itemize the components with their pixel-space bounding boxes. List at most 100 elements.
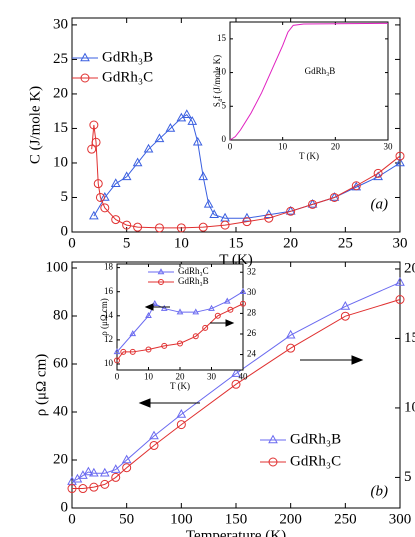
marker	[110, 464, 121, 473]
marker	[181, 109, 192, 118]
marker	[165, 123, 176, 132]
marker	[286, 343, 296, 353]
marker	[192, 308, 200, 315]
marker	[100, 203, 110, 213]
y-axis-label: S₄f (J/mole K)	[212, 55, 222, 107]
marker	[198, 171, 209, 181]
x-tick-label: 0	[68, 235, 76, 251]
marker	[133, 222, 143, 232]
y-tick-label: 12	[104, 334, 113, 344]
arrows	[138, 303, 364, 408]
y-tick-label: 40	[53, 403, 68, 419]
series-line	[72, 299, 401, 490]
y-tick-label: 15	[53, 120, 68, 136]
marker	[145, 346, 152, 353]
marker	[268, 434, 278, 444]
marker	[80, 73, 90, 83]
y-tick-label: 10	[217, 67, 227, 77]
marker	[89, 467, 99, 477]
marker	[242, 212, 252, 222]
x-axis-label: T (K)	[170, 381, 190, 391]
marker	[132, 157, 143, 167]
y-tick-label: 60	[53, 355, 68, 371]
marker	[264, 213, 274, 223]
marker	[285, 329, 296, 339]
marker	[95, 192, 105, 202]
y-tick-label: 30	[53, 16, 68, 32]
y-tick-label: 25	[53, 51, 68, 67]
legend-label: GdRh₃C	[102, 69, 153, 85]
x-tick-label: 150	[225, 511, 248, 527]
y-tick-label: 15	[217, 33, 227, 43]
x-axis-label: Temperature (K)	[186, 528, 286, 537]
marker	[198, 222, 208, 232]
y-tick-label: 80	[53, 307, 68, 323]
marker	[395, 157, 405, 167]
x-tick-label: 5	[123, 235, 131, 251]
y2-tick-label: 26	[247, 328, 257, 338]
marker	[220, 220, 230, 230]
marker	[110, 178, 121, 187]
x-tick-label: 30	[384, 141, 394, 151]
y2-tick-label: 28	[247, 307, 257, 317]
marker	[395, 276, 405, 286]
marker	[373, 168, 383, 178]
marker	[99, 467, 110, 477]
x-tick-label: 15	[229, 235, 244, 251]
x-tick-label: 100	[170, 511, 193, 527]
x-tick-label: 10	[174, 235, 189, 251]
inset-background	[117, 264, 243, 370]
marker	[351, 181, 361, 191]
y-tick-label: 0	[222, 134, 227, 144]
marker	[187, 116, 198, 125]
marker	[120, 348, 127, 355]
marker	[154, 133, 165, 143]
x-tick-label: 50	[119, 511, 134, 527]
legend-label: GdRh₃B	[290, 431, 341, 447]
marker	[214, 312, 221, 319]
y-axis-label: ρ (μΩ cm)	[33, 354, 49, 417]
legend-label: GdRh₃B	[102, 49, 153, 65]
y2-tick-label: 24	[247, 349, 257, 359]
y-tick-label: 14	[104, 310, 114, 320]
marker	[209, 209, 219, 219]
marker	[176, 408, 187, 418]
marker	[223, 297, 231, 304]
marker	[149, 430, 159, 440]
x-tick-label: 20	[331, 141, 341, 151]
marker	[100, 479, 110, 489]
marker	[329, 192, 339, 202]
marker	[129, 330, 137, 337]
marker	[87, 144, 97, 154]
marker	[240, 300, 246, 307]
legend-label: GdRh₃B	[178, 276, 209, 286]
marker	[308, 199, 318, 209]
marker	[192, 136, 203, 146]
marker	[151, 299, 159, 306]
marker	[143, 143, 154, 153]
series-line	[229, 22, 389, 141]
marker	[286, 206, 296, 216]
x-tick-label: 0	[115, 371, 120, 381]
y-tick-label: 18	[104, 262, 114, 272]
y2-tick-label: 5	[404, 469, 412, 485]
annotation: GdRh₃B	[305, 66, 336, 76]
plot-frame	[71, 261, 401, 509]
marker	[268, 457, 278, 467]
marker	[121, 171, 132, 181]
marker	[78, 484, 88, 494]
y2-tick-label: 10	[404, 399, 415, 415]
marker	[239, 287, 247, 294]
x-tick-label: 40	[239, 371, 249, 381]
y2-tick-label: 32	[247, 266, 256, 276]
y-tick-label: 20	[53, 451, 68, 467]
marker	[177, 340, 183, 347]
y-tick-label: 5	[222, 100, 227, 110]
x-tick-label: 10	[144, 371, 154, 381]
arrow-head	[351, 355, 364, 365]
y-tick-label: 10	[53, 154, 68, 170]
marker	[176, 308, 184, 315]
x-tick-label: 250	[334, 511, 357, 527]
x-tick-label: 300	[389, 511, 412, 527]
